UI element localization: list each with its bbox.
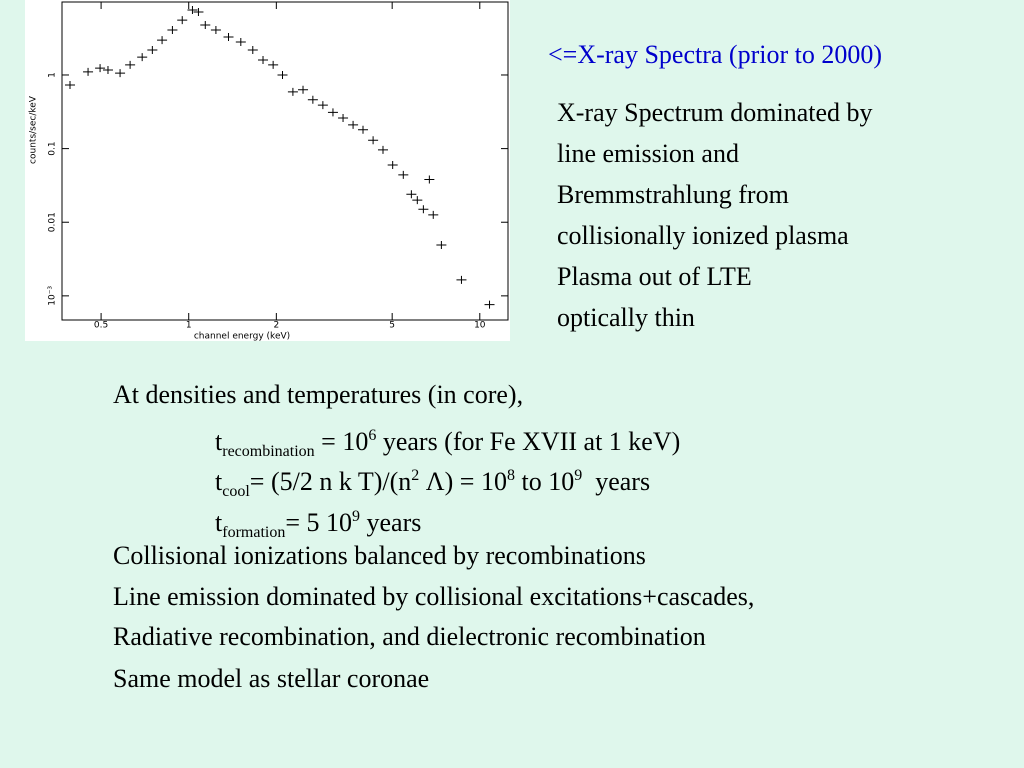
data-point — [428, 210, 439, 219]
data-point — [268, 60, 279, 69]
data-point — [95, 64, 106, 73]
data-point — [287, 87, 298, 96]
side-text: optically thin — [557, 303, 695, 332]
data-point — [398, 170, 409, 179]
plot-frame — [61, 1, 509, 321]
superscript: 8 — [506, 467, 515, 484]
data-point — [125, 60, 136, 69]
data-point — [387, 160, 398, 169]
data-point — [65, 81, 76, 90]
text-line: Radiative recombination, and dielectroni… — [113, 622, 706, 652]
x-tick-label: 2 — [273, 321, 279, 331]
subscript: formation — [222, 524, 286, 541]
caption: <=X-ray Spectra (prior to 2000) — [548, 40, 883, 69]
superscript: 2 — [411, 467, 420, 484]
y-tick-label: 0.01 — [48, 212, 58, 232]
side-text: collisionally ionized plasma — [557, 221, 849, 250]
text-line: trecombination = 106 years (for Fe XVII … — [215, 421, 680, 467]
data-point — [348, 120, 359, 129]
data-point — [210, 26, 221, 35]
text-run: = 5 10 — [285, 508, 352, 537]
data-point — [247, 46, 258, 55]
text-line: tformation= 5 109 years — [215, 502, 421, 548]
text-run: Radiative recombination, and dielectroni… — [113, 622, 706, 651]
subscript: cool — [222, 483, 250, 500]
text-run: Line emission dominated by collisional e… — [113, 582, 755, 611]
data-point — [200, 21, 211, 30]
text-line: Same model as stellar coronae — [113, 664, 429, 694]
data-point — [436, 241, 447, 250]
data-point — [368, 136, 379, 145]
text-run: to 10 — [514, 467, 575, 496]
text-run: Collisional ionizations balanced by reco… — [113, 541, 646, 570]
data-point — [358, 125, 369, 134]
text-run: years (for Fe XVII at 1 keV) — [376, 427, 681, 456]
data-point — [258, 55, 269, 64]
text-run: t — [215, 467, 223, 496]
x-tick-label: 1 — [186, 321, 192, 331]
data-point — [298, 85, 309, 94]
data-point — [177, 16, 188, 25]
side-text: line emission and — [557, 139, 739, 168]
text-line: tcool= (5/2 n k T)/(n2 Λ) = 108 to 109 y… — [215, 461, 650, 507]
data-point — [317, 101, 328, 110]
text-run: = (5/2 n k T)/(n — [249, 467, 412, 496]
text-run: t — [215, 508, 223, 537]
data-point — [327, 108, 338, 117]
data-point — [412, 196, 423, 205]
data-point — [377, 145, 388, 154]
superscript: 9 — [574, 467, 583, 484]
text-line: Line emission dominated by collisional e… — [113, 582, 754, 612]
x-tick-label: 10 — [474, 321, 486, 331]
side-text: Plasma out of LTE — [557, 262, 752, 291]
text-run: At densities and temperatures (in core), — [113, 380, 524, 409]
x-axis-label: channel energy (keV) — [194, 332, 290, 342]
text-run: years — [360, 508, 422, 537]
data-point — [235, 38, 246, 47]
text-run: t — [215, 427, 223, 456]
text-run: Same model as stellar coronae — [113, 664, 430, 693]
data-point — [418, 205, 429, 214]
superscript: 6 — [368, 427, 377, 444]
text-run: Λ) = 10 — [419, 467, 507, 496]
data-point — [83, 67, 94, 76]
text-line: Collisional ionizations balanced by reco… — [113, 541, 646, 571]
x-tick-label: 0.5 — [94, 321, 108, 331]
y-axis-label: counts/sec/keV — [29, 95, 39, 164]
data-point — [277, 70, 288, 79]
data-point — [484, 300, 495, 309]
superscript: 9 — [352, 508, 360, 525]
data-point — [338, 114, 349, 123]
text-line: At densities and temperatures (in core), — [113, 380, 523, 410]
data-point — [424, 175, 435, 184]
data-point — [147, 46, 158, 55]
data-point — [456, 275, 467, 284]
side-text: X-ray Spectrum dominated by — [557, 98, 873, 127]
text-run: years — [582, 467, 651, 496]
y-tick-label: 0.1 — [48, 141, 58, 155]
data-point — [115, 69, 126, 78]
spectrum-chart: channel energy (keV) counts/sec/keV 0.5 1… — [25, 0, 510, 341]
data-point — [167, 26, 178, 35]
data-point — [307, 95, 318, 104]
data-point — [187, 6, 198, 15]
data-point — [102, 65, 113, 74]
data-point — [406, 190, 417, 199]
chart-background — [25, 0, 510, 341]
y-tick-label: 1 — [48, 72, 58, 78]
side-text: Bremmstrahlung from — [557, 180, 789, 209]
x-tick-label: 5 — [389, 321, 395, 331]
subscript: recombination — [222, 443, 315, 460]
data-point — [157, 36, 168, 45]
data-point — [223, 32, 234, 41]
data-point — [137, 53, 148, 62]
y-tick-label: 10⁻³ — [48, 286, 58, 306]
data-point — [193, 8, 204, 17]
text-run: = 10 — [314, 427, 369, 456]
